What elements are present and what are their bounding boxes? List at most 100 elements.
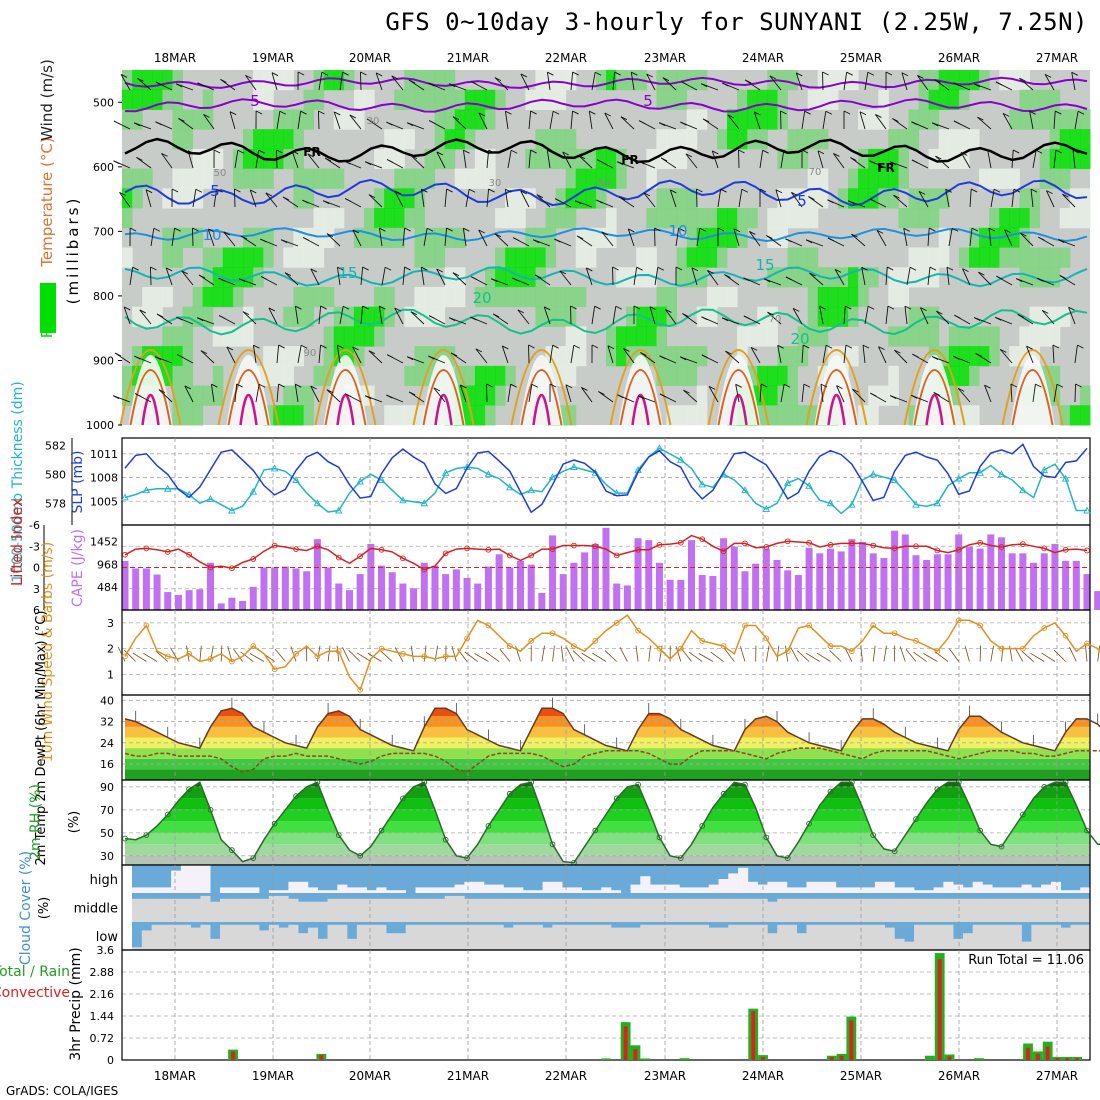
wind-barb-flag bbox=[1026, 345, 1033, 350]
upper-air-legend-label: Temperature (°C) bbox=[38, 137, 56, 267]
rh-line-marker bbox=[1062, 779, 1069, 786]
rh-axis-label: 2m RH (%) bbox=[28, 784, 44, 860]
rh-shading-cell bbox=[132, 168, 143, 189]
cloud-clear-bar bbox=[171, 924, 182, 950]
rh-shading-cell bbox=[444, 89, 456, 110]
rh-shading-cell bbox=[202, 267, 214, 288]
lifted-index-line-marker bbox=[720, 548, 727, 555]
wind-barb-flag bbox=[657, 266, 665, 271]
wind-barb bbox=[581, 387, 593, 403]
rh-shading-cell bbox=[545, 70, 557, 91]
rh-shading-cell bbox=[243, 129, 254, 150]
wind-barb-flag bbox=[808, 196, 815, 200]
wind-barb-flag bbox=[893, 194, 900, 199]
cloud-clear-bar bbox=[366, 890, 377, 893]
rh-shading-cell bbox=[656, 208, 667, 229]
wind-speed-line-marker bbox=[271, 666, 278, 673]
wind-barb bbox=[946, 267, 950, 286]
wind-speed-line-marker bbox=[763, 635, 770, 642]
thickness-line-marker bbox=[270, 464, 279, 472]
cloud-clear-bar bbox=[317, 890, 328, 893]
rh-shading-cell bbox=[807, 306, 819, 327]
rh-shading-cell bbox=[979, 346, 990, 367]
wind-barb-flag bbox=[825, 110, 833, 115]
wind-barb-flag bbox=[754, 111, 761, 116]
cloud-clear-bar bbox=[992, 887, 1003, 893]
rh-shading-cell bbox=[303, 168, 315, 189]
rh-shading-cell bbox=[757, 326, 768, 347]
wind-barb-flag bbox=[406, 356, 414, 361]
wind-barb-flag bbox=[804, 110, 811, 115]
rh-shading-cell bbox=[908, 208, 920, 229]
rh-shading-cell bbox=[827, 346, 839, 367]
rh-shading-cell bbox=[1039, 267, 1051, 288]
rh-shading-cell bbox=[727, 286, 738, 308]
wind-barb bbox=[1030, 189, 1034, 208]
rh-shading-cell bbox=[273, 70, 284, 91]
wind-barb-flag bbox=[576, 235, 584, 240]
cloud-clear-bar bbox=[464, 898, 475, 922]
wind-barb bbox=[969, 228, 973, 247]
rh-shading-cell bbox=[293, 109, 304, 130]
wind-barb-flag bbox=[195, 188, 203, 193]
lifted-index-line-marker bbox=[592, 543, 599, 550]
rh-shading-cell bbox=[444, 129, 456, 150]
wind-barb bbox=[119, 192, 131, 208]
thickness-line-marker bbox=[163, 484, 172, 492]
rh-shading-cell bbox=[253, 148, 264, 170]
rh-shading-cell bbox=[424, 286, 436, 308]
rh-shading-cell bbox=[253, 267, 264, 288]
precip-convective-bar bbox=[1075, 1058, 1080, 1060]
wind-barb bbox=[284, 272, 299, 286]
cloud-clear-bar bbox=[571, 898, 582, 922]
wind-barb bbox=[136, 157, 152, 169]
rh-shading-cell bbox=[817, 286, 829, 308]
rh-shading-cell bbox=[1049, 247, 1061, 268]
rh-shading-cell bbox=[646, 247, 657, 268]
wind-barb-flag bbox=[763, 278, 771, 283]
wind-barb-flag bbox=[344, 393, 352, 397]
rh-shading-cell bbox=[202, 148, 214, 170]
wind-barb bbox=[234, 150, 239, 169]
wind-barb-flag bbox=[408, 79, 416, 84]
li-tick-label: 6 bbox=[33, 604, 40, 617]
rh-shading-cell bbox=[837, 70, 849, 91]
rh-shading-cell bbox=[485, 109, 496, 130]
rh-shading-cell bbox=[1059, 208, 1071, 229]
isotherm-label: FR bbox=[877, 161, 894, 175]
cloud-clear-bar bbox=[376, 898, 387, 922]
rh-shading-cell bbox=[1049, 326, 1061, 347]
rh-shading-cell bbox=[827, 286, 839, 308]
surface-wind-barb bbox=[410, 645, 414, 662]
surface-wind-barb bbox=[1097, 645, 1100, 662]
rh-shading-cell bbox=[142, 286, 153, 308]
wind-barb bbox=[213, 189, 218, 208]
date-label-top: 22MAR bbox=[545, 51, 587, 65]
wind-barb bbox=[894, 349, 908, 364]
wind-axis-label: 10m Wind Speed & Barbs (m/s) bbox=[40, 542, 56, 762]
cloud-clear-bar bbox=[132, 947, 143, 950]
rh-shading-cell bbox=[827, 89, 839, 110]
surface-wind-barb bbox=[923, 653, 938, 662]
wind-speed-line-marker bbox=[464, 635, 470, 642]
rh-shading-cell bbox=[888, 129, 899, 150]
rh-shading-cell bbox=[706, 227, 718, 248]
isotherm-30 bbox=[619, 369, 662, 426]
wind-barb-flag bbox=[236, 383, 243, 388]
wind-barb bbox=[528, 384, 533, 403]
rh-shading-cell bbox=[676, 129, 688, 150]
wind-barb-flag bbox=[452, 116, 460, 121]
rh-shading-cell bbox=[908, 405, 920, 426]
rh-shading-cell bbox=[212, 247, 224, 268]
rh-shading-cell bbox=[747, 89, 758, 110]
surface-wind-barb bbox=[740, 646, 746, 662]
wind-barb bbox=[927, 267, 931, 286]
surface-wind-barb bbox=[380, 650, 393, 662]
wind-barb-flag bbox=[226, 346, 234, 351]
cape-bar bbox=[313, 539, 321, 610]
cloud-clear-bar bbox=[562, 898, 573, 922]
rh-contour-label: 70 bbox=[809, 167, 822, 178]
wind-barb bbox=[1053, 111, 1056, 130]
surface-wind-barb bbox=[357, 652, 372, 662]
wind-barb bbox=[987, 150, 992, 169]
